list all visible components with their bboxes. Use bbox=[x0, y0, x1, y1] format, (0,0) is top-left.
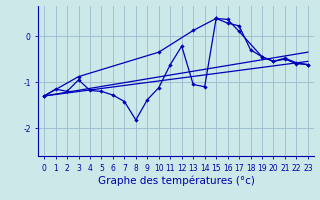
X-axis label: Graphe des températures (°c): Graphe des températures (°c) bbox=[98, 175, 254, 186]
